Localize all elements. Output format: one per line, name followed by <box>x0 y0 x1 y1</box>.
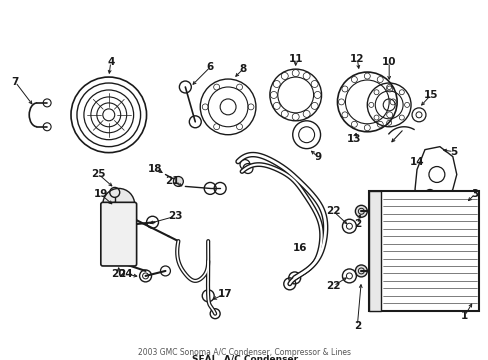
Text: 10: 10 <box>381 57 396 67</box>
Text: 25: 25 <box>91 170 106 180</box>
FancyBboxPatch shape <box>101 202 136 266</box>
Text: 2: 2 <box>353 321 360 330</box>
Text: 12: 12 <box>349 54 364 64</box>
Text: 3: 3 <box>470 189 477 199</box>
Text: 8: 8 <box>239 64 246 74</box>
Text: SEAL, A/C Condenser: SEAL, A/C Condenser <box>192 355 298 360</box>
Text: 1: 1 <box>460 311 468 321</box>
Text: 7: 7 <box>12 77 19 87</box>
Text: 23: 23 <box>168 211 183 221</box>
Text: 5: 5 <box>449 147 456 157</box>
Text: 9: 9 <box>313 152 321 162</box>
Text: 16: 16 <box>292 243 306 253</box>
Circle shape <box>355 265 366 277</box>
Text: 21: 21 <box>165 176 179 186</box>
Text: 4: 4 <box>107 57 114 67</box>
Circle shape <box>102 188 134 220</box>
Text: 2003 GMC Sonoma A/C Condenser, Compressor & Lines: 2003 GMC Sonoma A/C Condenser, Compresso… <box>138 347 351 356</box>
Text: 11: 11 <box>288 54 303 64</box>
Text: 13: 13 <box>346 134 361 144</box>
Text: 18: 18 <box>148 163 163 174</box>
Text: 17: 17 <box>217 289 232 299</box>
Bar <box>368 192 381 311</box>
Text: 6: 6 <box>206 62 213 72</box>
Text: 19: 19 <box>93 189 108 199</box>
Text: 2: 2 <box>353 219 360 229</box>
Bar <box>368 192 478 311</box>
Text: 24: 24 <box>118 269 133 279</box>
Text: 14: 14 <box>409 157 424 167</box>
Text: 20: 20 <box>111 269 126 279</box>
Circle shape <box>173 176 183 186</box>
Text: 22: 22 <box>325 206 340 216</box>
Text: 15: 15 <box>423 90 437 100</box>
Circle shape <box>355 205 366 217</box>
Text: 22: 22 <box>325 281 340 291</box>
